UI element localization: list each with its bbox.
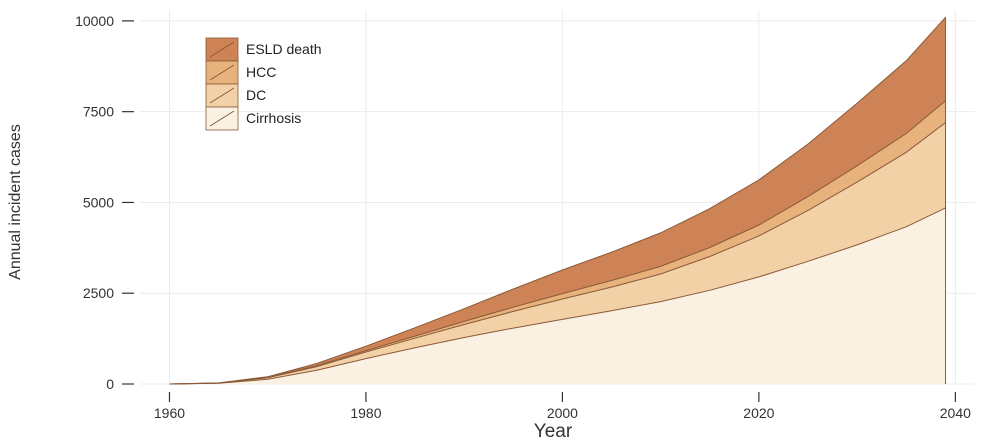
legend-swatch-line-cirrhosis: [209, 110, 235, 127]
x-tick-label-3: 2020: [743, 405, 774, 421]
line-cirrhosis: [169, 207, 946, 385]
axes: 0 2500 5000 7500 10000 1960 1980 2000 2020 2040: [75, 13, 971, 421]
legend-label-dc: DC: [246, 87, 266, 103]
area-esld-death: [169, 17, 946, 385]
x-tick-label-0: 1960: [154, 405, 185, 421]
y-tick-label-3: 7500: [83, 104, 114, 120]
y-tick-label-4: 10000: [75, 13, 114, 29]
line-esld-death: [169, 16, 946, 385]
x-tick-label-1: 1980: [350, 405, 381, 421]
y-tick-label-0: 0: [106, 376, 114, 392]
stacked-areas: [169, 16, 947, 385]
legend: ESLD death HCC DC Cirrhosis: [205, 37, 322, 131]
legend-label-hcc: HCC: [246, 64, 276, 80]
legend-swatch-line-dc: [209, 87, 235, 104]
area-dc: [169, 122, 946, 384]
y-tick-label-1: 2500: [83, 285, 114, 301]
x-tick-label-2: 2000: [547, 405, 578, 421]
legend-label-esld-death: ESLD death: [246, 41, 322, 57]
x-tick-label-4: 2040: [940, 405, 971, 421]
legend-swatch-line-hcc: [209, 64, 235, 81]
legend-label-cirrhosis: Cirrhosis: [246, 110, 301, 126]
area-cirrhosis: [169, 207, 946, 384]
line-hcc: [169, 100, 946, 385]
legend-swatch-line-esld-death: [209, 41, 235, 58]
y-axis-title: Annual incident cases: [7, 124, 24, 280]
y-tick-label-2: 5000: [83, 194, 114, 210]
line-dc: [169, 122, 946, 385]
x-axis-title: Year: [534, 421, 573, 442]
